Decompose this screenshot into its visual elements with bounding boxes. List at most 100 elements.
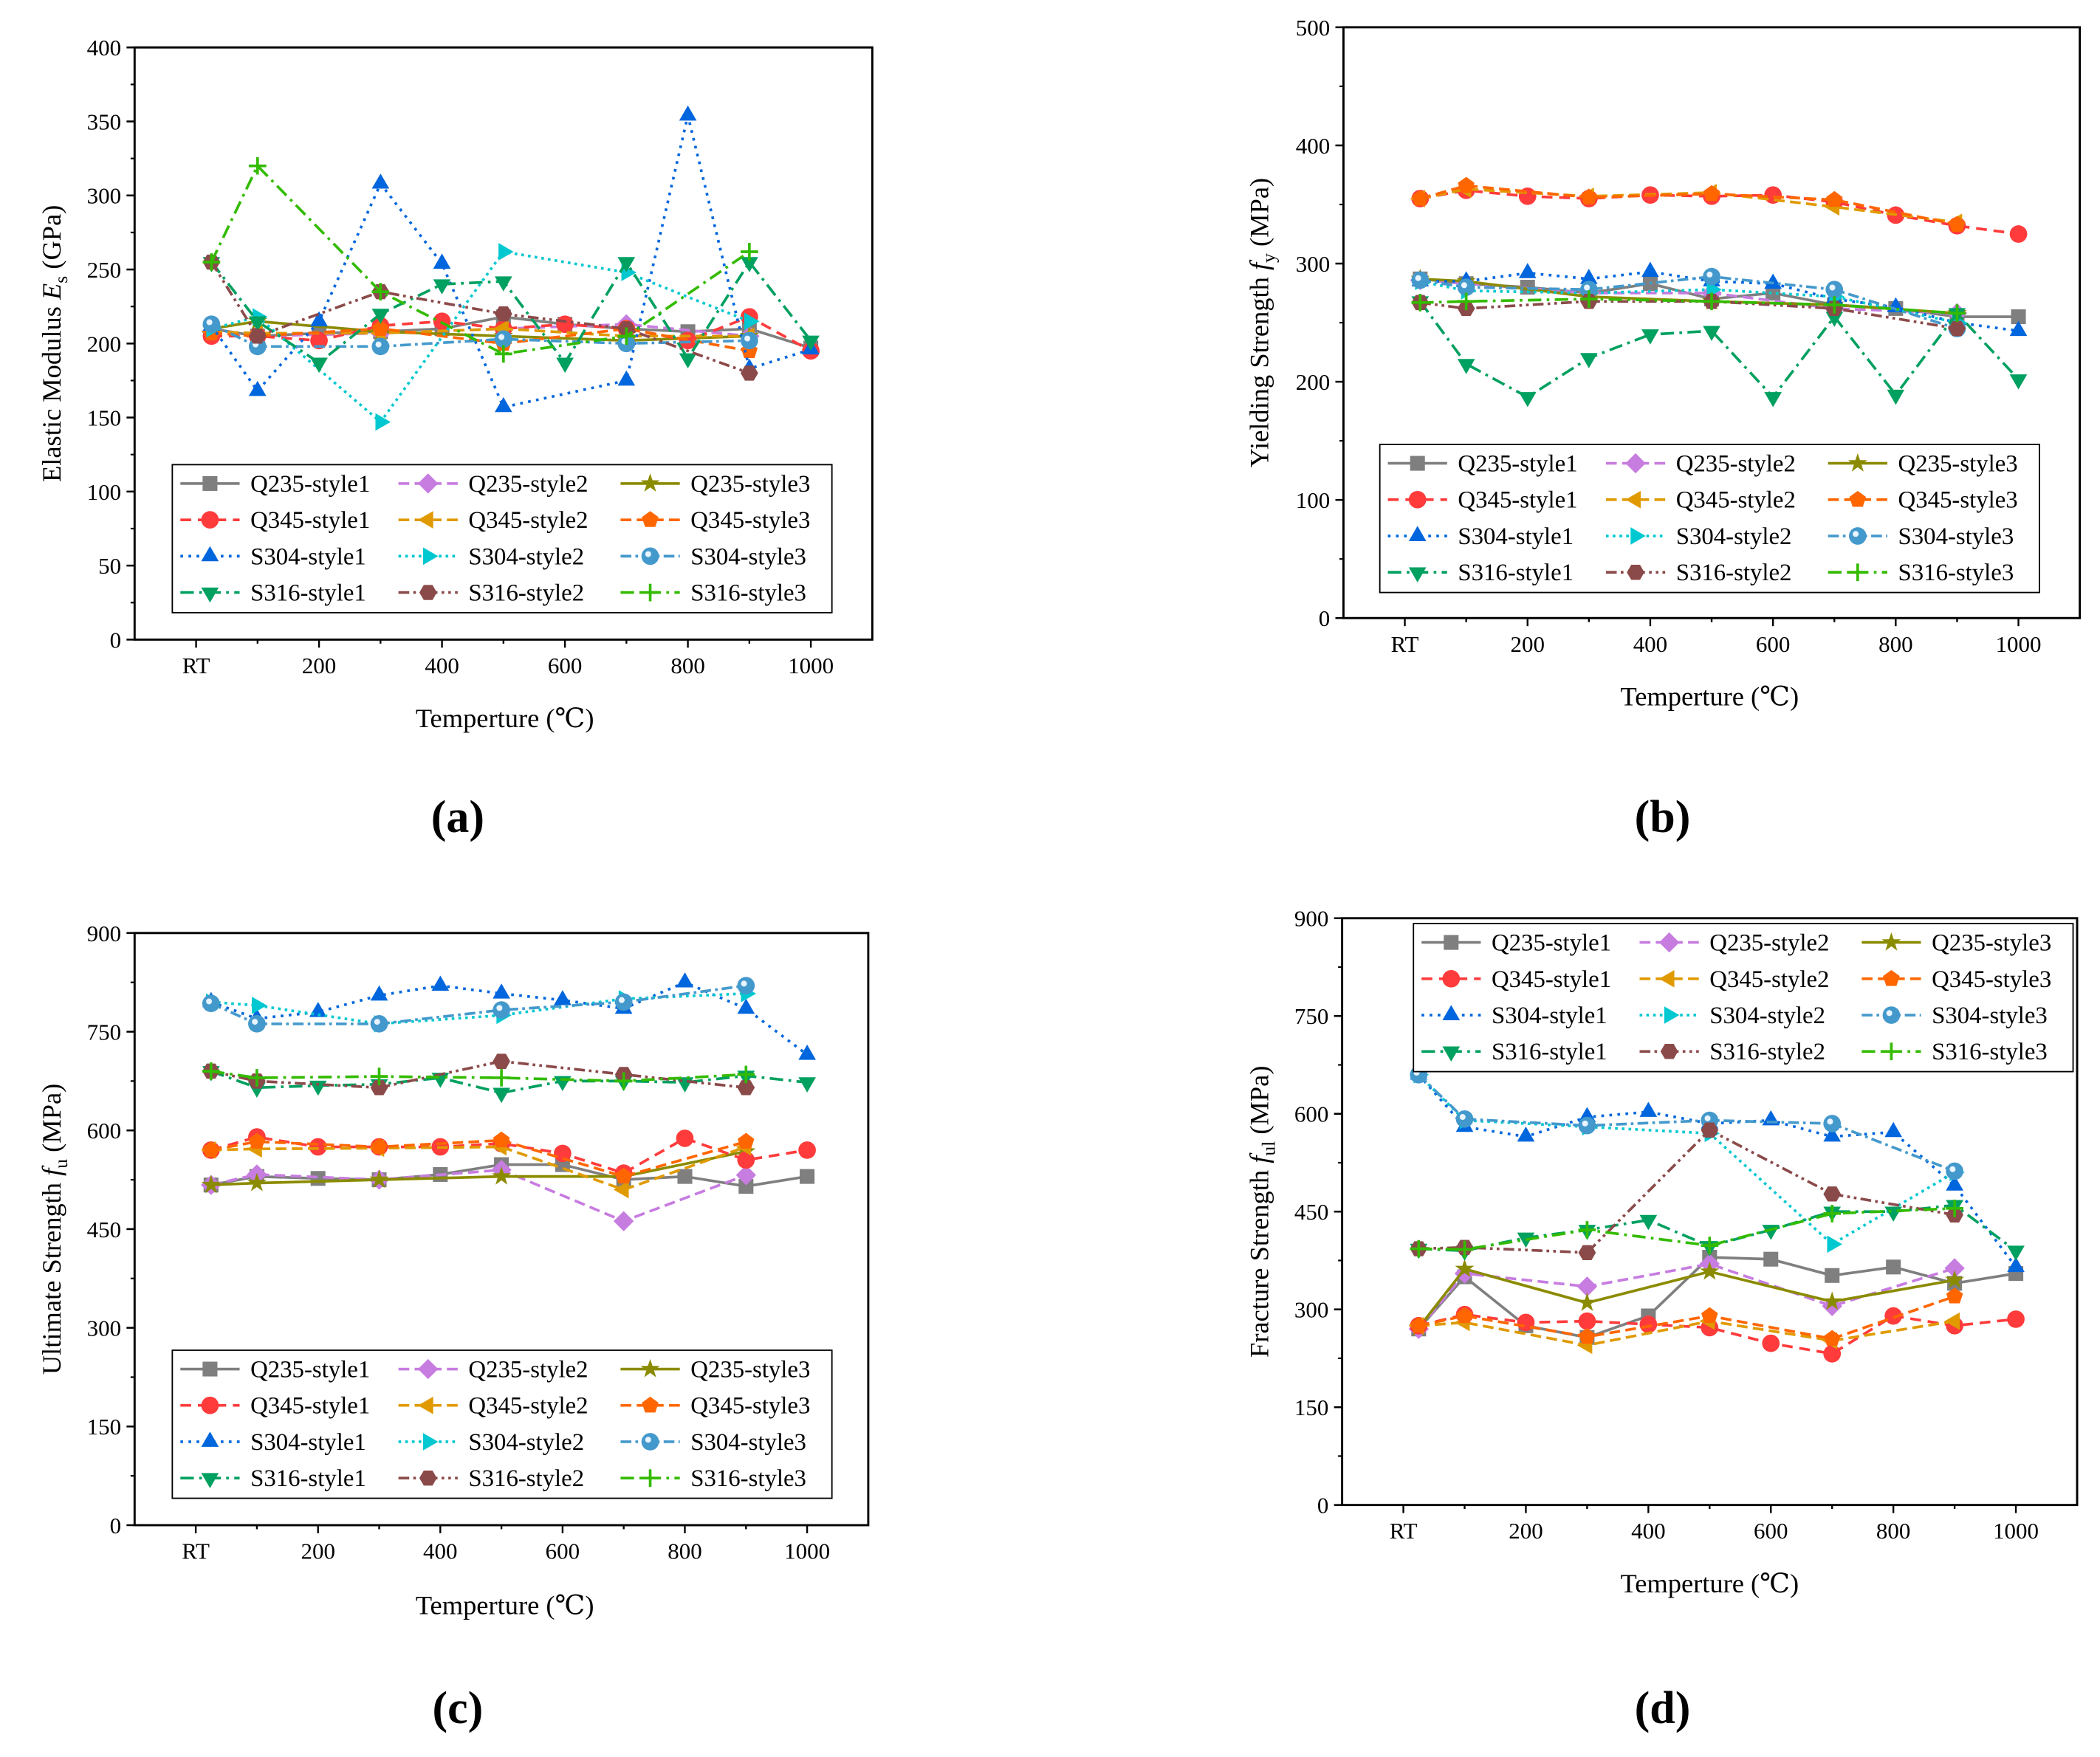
y-axis-label-text: Yielding Strength bbox=[1244, 270, 1274, 467]
data-point-marker bbox=[370, 985, 388, 1001]
series-line bbox=[1418, 1313, 2017, 1355]
legend-label: Q235-style2 bbox=[1676, 451, 1796, 478]
data-point-marker bbox=[433, 253, 451, 269]
data-point-marker bbox=[676, 1130, 694, 1147]
legend-item: Q235-style1 bbox=[1421, 930, 1611, 957]
data-point-marker bbox=[1578, 1312, 1596, 1330]
chart-c: 0 150 300 450 600 750 900 RT 200 400 600 800 1000 Tem… bbox=[37, 921, 870, 1620]
legend-marker-highlight bbox=[645, 551, 651, 557]
chart-d: 0 150 300 450 600 750 900 RT 200 400 600 800 1000 Tem… bbox=[1244, 906, 2079, 1598]
y-axis-label-symbol: E bbox=[37, 283, 66, 300]
data-point-marker bbox=[493, 1053, 510, 1069]
data-point-marker bbox=[1763, 1251, 1779, 1267]
legend-item: Q345-style3 bbox=[1861, 966, 2051, 993]
data-point-marker bbox=[1639, 1214, 1658, 1231]
data-point-marker bbox=[737, 1065, 755, 1084]
legend-label: Q345-style1 bbox=[1492, 966, 1611, 993]
data-point-marker bbox=[617, 257, 636, 272]
y-tick-label: 100 bbox=[87, 479, 121, 505]
data-point-marker bbox=[1457, 292, 1475, 311]
series-line bbox=[210, 261, 750, 375]
data-point-marker bbox=[744, 312, 760, 331]
series-q345-style3 bbox=[202, 1131, 755, 1184]
data-point-marker bbox=[1579, 290, 1598, 308]
x-tick-label: 400 bbox=[1631, 1518, 1665, 1544]
data-point-marker bbox=[370, 1067, 388, 1085]
legend-label: S316-style3 bbox=[690, 580, 806, 607]
data-point-marker bbox=[798, 1141, 816, 1159]
data-point-marker bbox=[676, 1077, 694, 1093]
panel-label: (a) bbox=[431, 792, 484, 842]
x-tick-label: 200 bbox=[301, 1538, 334, 1564]
data-point-marker bbox=[1411, 294, 1430, 312]
y-tick-label: 300 bbox=[1296, 251, 1330, 277]
legend-marker bbox=[1660, 1044, 1678, 1059]
data-point-marker bbox=[1455, 1240, 1474, 1259]
data-point-marker bbox=[1823, 1330, 1841, 1346]
data-point-marker-highlight bbox=[206, 319, 213, 326]
series-q235-style2 bbox=[201, 1160, 757, 1231]
data-point-marker bbox=[1822, 1291, 1842, 1310]
data-point-marker bbox=[248, 1069, 266, 1087]
y-tick-label: 450 bbox=[1294, 1199, 1328, 1225]
data-point-marker bbox=[1703, 292, 1720, 311]
y-tick-label: 150 bbox=[1294, 1395, 1328, 1420]
legend-marker bbox=[1658, 969, 1675, 988]
x-axis-label: Temperture (℃) bbox=[416, 704, 594, 733]
legend-marker bbox=[201, 546, 219, 562]
y-tick-label: 600 bbox=[87, 1118, 121, 1144]
legend-marker bbox=[642, 1396, 659, 1413]
data-point-marker bbox=[1949, 216, 1966, 232]
series-line bbox=[1417, 1268, 1955, 1329]
x-tick-label: 600 bbox=[1756, 631, 1790, 657]
data-point-marker bbox=[2011, 309, 2026, 325]
series-s316-style2 bbox=[202, 254, 758, 381]
legend-marker bbox=[202, 475, 218, 491]
legend-label: S304-style3 bbox=[1932, 1003, 2048, 1029]
data-point-marker bbox=[202, 1062, 220, 1080]
y-tick-label: 500 bbox=[1296, 15, 1330, 41]
data-point-marker bbox=[371, 283, 390, 300]
legend-marker bbox=[1664, 1006, 1680, 1024]
legend-marker bbox=[1848, 563, 1867, 582]
legend-label: S316-style2 bbox=[1709, 1039, 1825, 1065]
y-axis-label: Yielding Strength fy (MPa) bbox=[1244, 178, 1279, 467]
y-axis-label: Ultimate Strength fu (MPa) bbox=[37, 1084, 72, 1375]
x-tick-label: 800 bbox=[670, 653, 704, 678]
legend-marker bbox=[201, 511, 219, 529]
data-point-marker-highlight bbox=[741, 980, 747, 987]
series-line bbox=[210, 992, 747, 1025]
y-tick-label: 200 bbox=[87, 331, 121, 357]
y-tick-label: 300 bbox=[1294, 1297, 1328, 1323]
legend-marker bbox=[640, 473, 660, 492]
series-line bbox=[1418, 1295, 1955, 1341]
chart-a: 0 50 100 150 200 250 300 350 400 RT 200 400 600 800 10… bbox=[37, 35, 874, 733]
series-s316-style2 bbox=[1410, 1122, 1963, 1261]
x-tick-label: RT bbox=[182, 653, 210, 678]
legend-label: Q345-style2 bbox=[1709, 966, 1829, 993]
y-tick-label: 0 bbox=[110, 627, 122, 653]
data-point-marker-highlight bbox=[1706, 271, 1713, 278]
legend-label: Q235-style3 bbox=[690, 471, 810, 498]
legend-label: Q345-style3 bbox=[690, 507, 810, 534]
data-point-marker bbox=[1518, 392, 1537, 408]
legend-marker bbox=[1882, 1042, 1901, 1061]
series-line bbox=[210, 980, 809, 1056]
legend-item: Q345-style2 bbox=[1639, 966, 1829, 993]
data-point-marker bbox=[1884, 1121, 1903, 1138]
y-axis-label-text: Ultimate Strength bbox=[37, 1176, 66, 1375]
data-point-marker bbox=[248, 316, 267, 331]
data-point-marker-highlight bbox=[1415, 275, 1421, 281]
data-point-marker bbox=[375, 413, 391, 431]
data-point-marker bbox=[247, 1172, 267, 1192]
legend-item: S316-style1 bbox=[1387, 560, 1574, 586]
data-point-marker bbox=[1823, 1126, 1842, 1142]
data-point-marker bbox=[310, 311, 328, 327]
legend-frame bbox=[1413, 923, 2074, 1073]
legend-marker bbox=[419, 1470, 437, 1486]
y-tick-label: 400 bbox=[87, 35, 121, 61]
data-point-marker bbox=[492, 1166, 512, 1185]
x-tick-label: 1000 bbox=[788, 653, 834, 678]
legend-item: S304-style3 bbox=[620, 1429, 806, 1456]
legend-marker bbox=[1883, 969, 1900, 986]
